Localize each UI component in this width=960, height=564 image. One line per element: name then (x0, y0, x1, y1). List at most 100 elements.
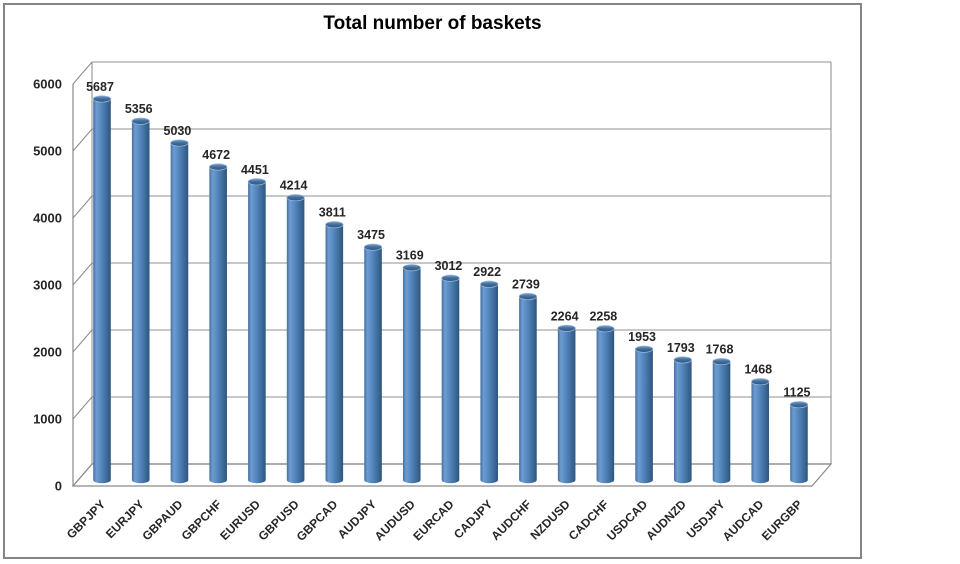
x-axis-label: AUDCHF (488, 497, 534, 543)
bar-body (712, 361, 731, 480)
bar-body (286, 197, 305, 481)
data-label: 4451 (241, 163, 269, 177)
bar-body (248, 181, 266, 480)
y-axis-label: 0 (55, 479, 62, 494)
bar-gbpusd (286, 194, 305, 484)
bar-gbpaud (170, 139, 189, 484)
bar-body (441, 278, 460, 480)
x-axis-label: CADJPY (451, 497, 495, 541)
bar-top-cap (441, 274, 460, 282)
bar-body (557, 328, 576, 480)
bar-top-cap (170, 139, 189, 147)
data-label: 5030 (164, 124, 192, 138)
data-label: 2739 (512, 277, 540, 291)
bar-top-cap (673, 356, 692, 364)
bar-nzdusd (557, 324, 576, 484)
bar-cadchf (596, 325, 615, 484)
bar-body (170, 142, 189, 481)
bar-body (402, 267, 421, 480)
bar-eurjpy (131, 117, 150, 484)
bar-body (325, 224, 344, 480)
y-axis-label: 3000 (33, 278, 62, 293)
tick-connector (72, 61, 93, 85)
bar-usdjpy (712, 357, 731, 484)
x-axis-label: EURCAD (410, 497, 456, 543)
x-axis-label: GBPCAD (294, 497, 341, 544)
bar-audusd (402, 264, 421, 484)
bar-audjpy (363, 243, 383, 484)
chart-title: Total number of baskets (323, 13, 542, 34)
bar-body (751, 381, 770, 480)
bar-top-cap (557, 324, 576, 332)
bar-body (519, 296, 537, 480)
bar-body (364, 247, 382, 480)
bar-top-cap (247, 178, 267, 186)
tick-connector (72, 128, 93, 152)
chart-floor (71, 463, 833, 487)
bar-top-cap (634, 345, 654, 353)
bar-audchf (518, 292, 538, 484)
x-axis-label: EURGBP (759, 497, 805, 543)
bar-body (635, 349, 653, 480)
data-label: 5356 (125, 102, 153, 116)
bar-audcad (751, 378, 770, 484)
bar-body (674, 359, 692, 480)
x-axis-label: NZDUSD (528, 497, 573, 542)
tick-connector (72, 329, 93, 353)
x-axis-label: AUDCAD (720, 497, 767, 544)
bar-top-cap (363, 243, 383, 251)
data-label: 1468 (744, 363, 772, 377)
bar-usdcad (634, 345, 654, 484)
bar-eurcad (441, 274, 460, 484)
bar-gbpchf (209, 163, 228, 484)
x-axis-label: AUDNZD (643, 497, 689, 543)
data-label: 4214 (280, 179, 308, 193)
bar-top-cap (325, 221, 344, 229)
bar-body (480, 284, 498, 480)
data-label: 4672 (202, 148, 230, 162)
data-label: 5687 (86, 80, 114, 94)
data-label: 2264 (551, 309, 579, 323)
bar-eurusd (247, 178, 267, 484)
bar-top-cap (789, 401, 809, 409)
x-axis-label: AUDUSD (372, 497, 418, 543)
bar-audnzd (673, 356, 692, 484)
bar-top-cap (286, 194, 305, 202)
bar-top-cap (596, 325, 615, 333)
tick-connector (72, 195, 93, 219)
x-axis-label: USDCAD (604, 497, 650, 543)
bar-body (93, 98, 111, 480)
bar-top-cap (480, 280, 499, 288)
y-axis-label: 5000 (33, 144, 62, 159)
y-axis-label: 1000 (33, 412, 62, 427)
data-label: 3012 (435, 259, 463, 273)
x-axis-label: EURUSD (217, 497, 263, 543)
tick-connector (72, 262, 93, 286)
y-axis-label: 4000 (33, 211, 62, 226)
data-label: 1953 (628, 330, 656, 344)
x-axis-label: GBPCHF (179, 497, 225, 543)
bar-top-cap (712, 357, 731, 366)
bar-top-cap (92, 95, 112, 103)
data-label: 3169 (396, 249, 424, 263)
tick-connector (72, 396, 93, 420)
bar-gbpjpy (92, 95, 112, 484)
bar-gbpcad (325, 221, 344, 484)
data-label: 3811 (319, 206, 346, 220)
data-label: 1768 (706, 343, 734, 357)
x-axis-label: CADCHF (566, 497, 612, 543)
x-axis-label: GBPAUD (140, 497, 186, 543)
data-label: 1125 (783, 386, 810, 400)
bar-body (131, 121, 150, 480)
data-label: 1793 (667, 341, 695, 355)
y-axis-label: 6000 (33, 77, 62, 92)
bar-eurgbp (789, 401, 809, 484)
data-label: 2922 (473, 265, 501, 279)
bar-top-cap (209, 163, 228, 171)
data-label: 2258 (589, 310, 617, 324)
y-axis-label: 2000 (33, 345, 62, 360)
bar-body (790, 404, 808, 480)
bar-top-cap (131, 117, 150, 125)
bar-body (596, 328, 615, 480)
